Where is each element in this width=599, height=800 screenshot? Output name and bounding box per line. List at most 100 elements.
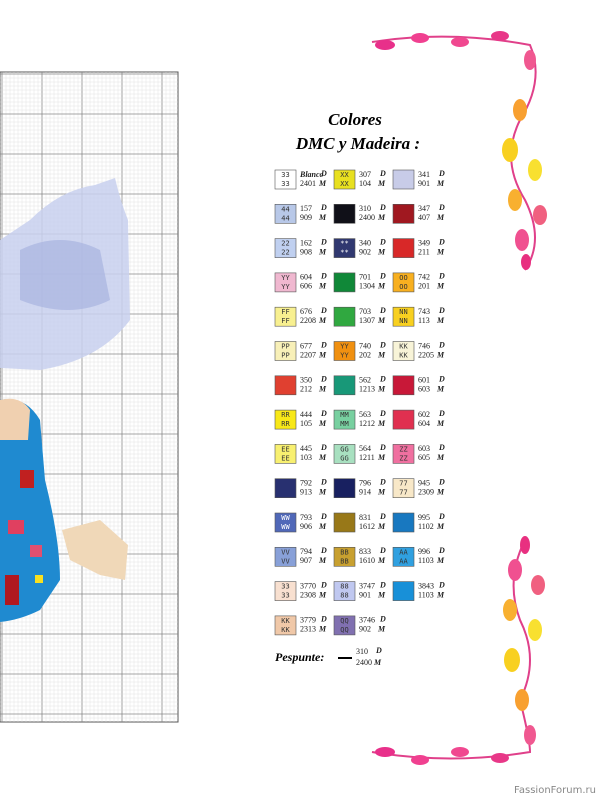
madeira-number: 201 xyxy=(418,282,430,291)
swatch xyxy=(333,204,356,224)
madeira-number: 2400 xyxy=(359,213,375,222)
madeira-number: 202 xyxy=(359,350,371,359)
madeira-number: 901 xyxy=(359,590,371,599)
swatch-symbol: 88 xyxy=(340,592,348,600)
swatch xyxy=(274,615,297,636)
swatch-symbol: 33 xyxy=(281,592,289,600)
swatch-symbol: ** xyxy=(340,240,348,248)
madeira-number: 1212 xyxy=(359,419,375,428)
madeira-mark: M xyxy=(377,282,386,291)
madeira-mark: M xyxy=(377,556,386,565)
madeira-mark: M xyxy=(377,247,386,256)
dmc-number: 350 xyxy=(300,376,312,385)
dmc-mark: D xyxy=(379,546,386,555)
swatch xyxy=(274,306,297,327)
swatch-symbol: 77 xyxy=(399,489,407,497)
madeira-number: 913 xyxy=(300,488,312,497)
swatch-symbol: 77 xyxy=(399,480,407,488)
dmc-mark: D xyxy=(320,306,327,315)
dmc-mark: D xyxy=(379,237,386,246)
swatch xyxy=(274,169,297,190)
swatch-symbol: 33 xyxy=(281,583,289,591)
dmc-mark: D xyxy=(320,546,327,555)
swatch xyxy=(333,375,356,396)
swatch-symbol: WW xyxy=(281,514,290,522)
madeira-number: 603 xyxy=(418,385,430,394)
swatch-symbol: EE xyxy=(281,445,289,453)
swatch xyxy=(392,512,415,533)
dmc-mark: D xyxy=(379,409,386,418)
swatch-symbol: MM xyxy=(340,411,348,419)
swatch xyxy=(274,478,297,499)
swatch-symbol: ZZ xyxy=(399,454,407,462)
madeira-mark: M xyxy=(436,556,445,565)
swatch xyxy=(392,581,415,601)
swatch-symbol: KK xyxy=(399,352,408,360)
madeira-mark: M xyxy=(377,625,386,634)
madeira-number: 113 xyxy=(418,316,430,325)
madeira-mark: M xyxy=(377,488,386,497)
dmc-number: 563 xyxy=(359,410,371,419)
madeira-mark: M xyxy=(436,419,445,428)
dmc-number: 310 xyxy=(356,647,368,656)
dmc-number: 3779 xyxy=(300,616,316,625)
dmc-mark: D xyxy=(320,443,327,452)
madeira-mark: M xyxy=(436,213,445,222)
cross-stitch-chart xyxy=(0,71,179,723)
swatch xyxy=(333,581,356,601)
madeira-mark: M xyxy=(377,453,386,462)
madeira-number: 1211 xyxy=(359,453,375,462)
swatch xyxy=(274,546,297,567)
swatch xyxy=(333,478,356,499)
madeira-number: 906 xyxy=(300,522,312,531)
swatch xyxy=(274,444,297,464)
dmc-mark: D xyxy=(438,237,445,246)
corner-ornament-top xyxy=(371,31,547,271)
dmc-number: 796 xyxy=(359,479,371,488)
madeira-number: 2208 xyxy=(300,316,316,325)
dmc-number: 746 xyxy=(418,341,430,350)
swatch-symbol: FF xyxy=(281,308,289,316)
swatch xyxy=(392,444,415,464)
dmc-number: 157 xyxy=(300,204,312,213)
madeira-number: 902 xyxy=(359,247,371,256)
dmc-number: 347 xyxy=(418,204,430,213)
swatch xyxy=(392,478,415,499)
madeira-mark: M xyxy=(436,179,445,188)
dmc-number: 792 xyxy=(300,479,312,488)
swatch-symbol: PP xyxy=(281,343,289,351)
dmc-number: 3746 xyxy=(359,616,375,625)
dmc-mark: D xyxy=(379,443,386,452)
dmc-mark: D xyxy=(320,580,327,589)
swatch xyxy=(274,238,297,258)
madeira-mark: M xyxy=(318,385,327,394)
madeira-number: 1103 xyxy=(418,590,434,599)
dmc-mark: D xyxy=(320,340,327,349)
swatch-symbol: YY xyxy=(340,352,349,360)
swatch-symbol: 44 xyxy=(281,214,289,222)
madeira-mark: M xyxy=(318,522,327,531)
swatch xyxy=(333,615,356,636)
swatch xyxy=(333,409,356,430)
madeira-mark: M xyxy=(436,282,445,291)
dmc-number: 793 xyxy=(300,513,312,522)
madeira-number: 1612 xyxy=(359,522,375,531)
madeira-number: 2309 xyxy=(418,488,434,497)
backstitch-label: Pespunte: xyxy=(275,650,324,664)
swatch-symbol: VV xyxy=(281,557,290,565)
swatch xyxy=(274,512,297,533)
dmc-mark: D xyxy=(379,375,386,384)
madeira-mark: M xyxy=(377,213,386,222)
dmc-mark: D xyxy=(320,237,327,246)
swatch-symbol: PP xyxy=(281,352,289,360)
swatch xyxy=(392,204,415,224)
dmc-number: 562 xyxy=(359,376,371,385)
dmc-number: 340 xyxy=(359,238,371,247)
dmc-number: 445 xyxy=(300,444,312,453)
swatch-symbol: YY xyxy=(281,283,290,291)
dmc-number: 740 xyxy=(359,341,371,350)
swatch-symbol: 33 xyxy=(281,180,289,188)
dmc-number: 3843 xyxy=(418,581,434,590)
